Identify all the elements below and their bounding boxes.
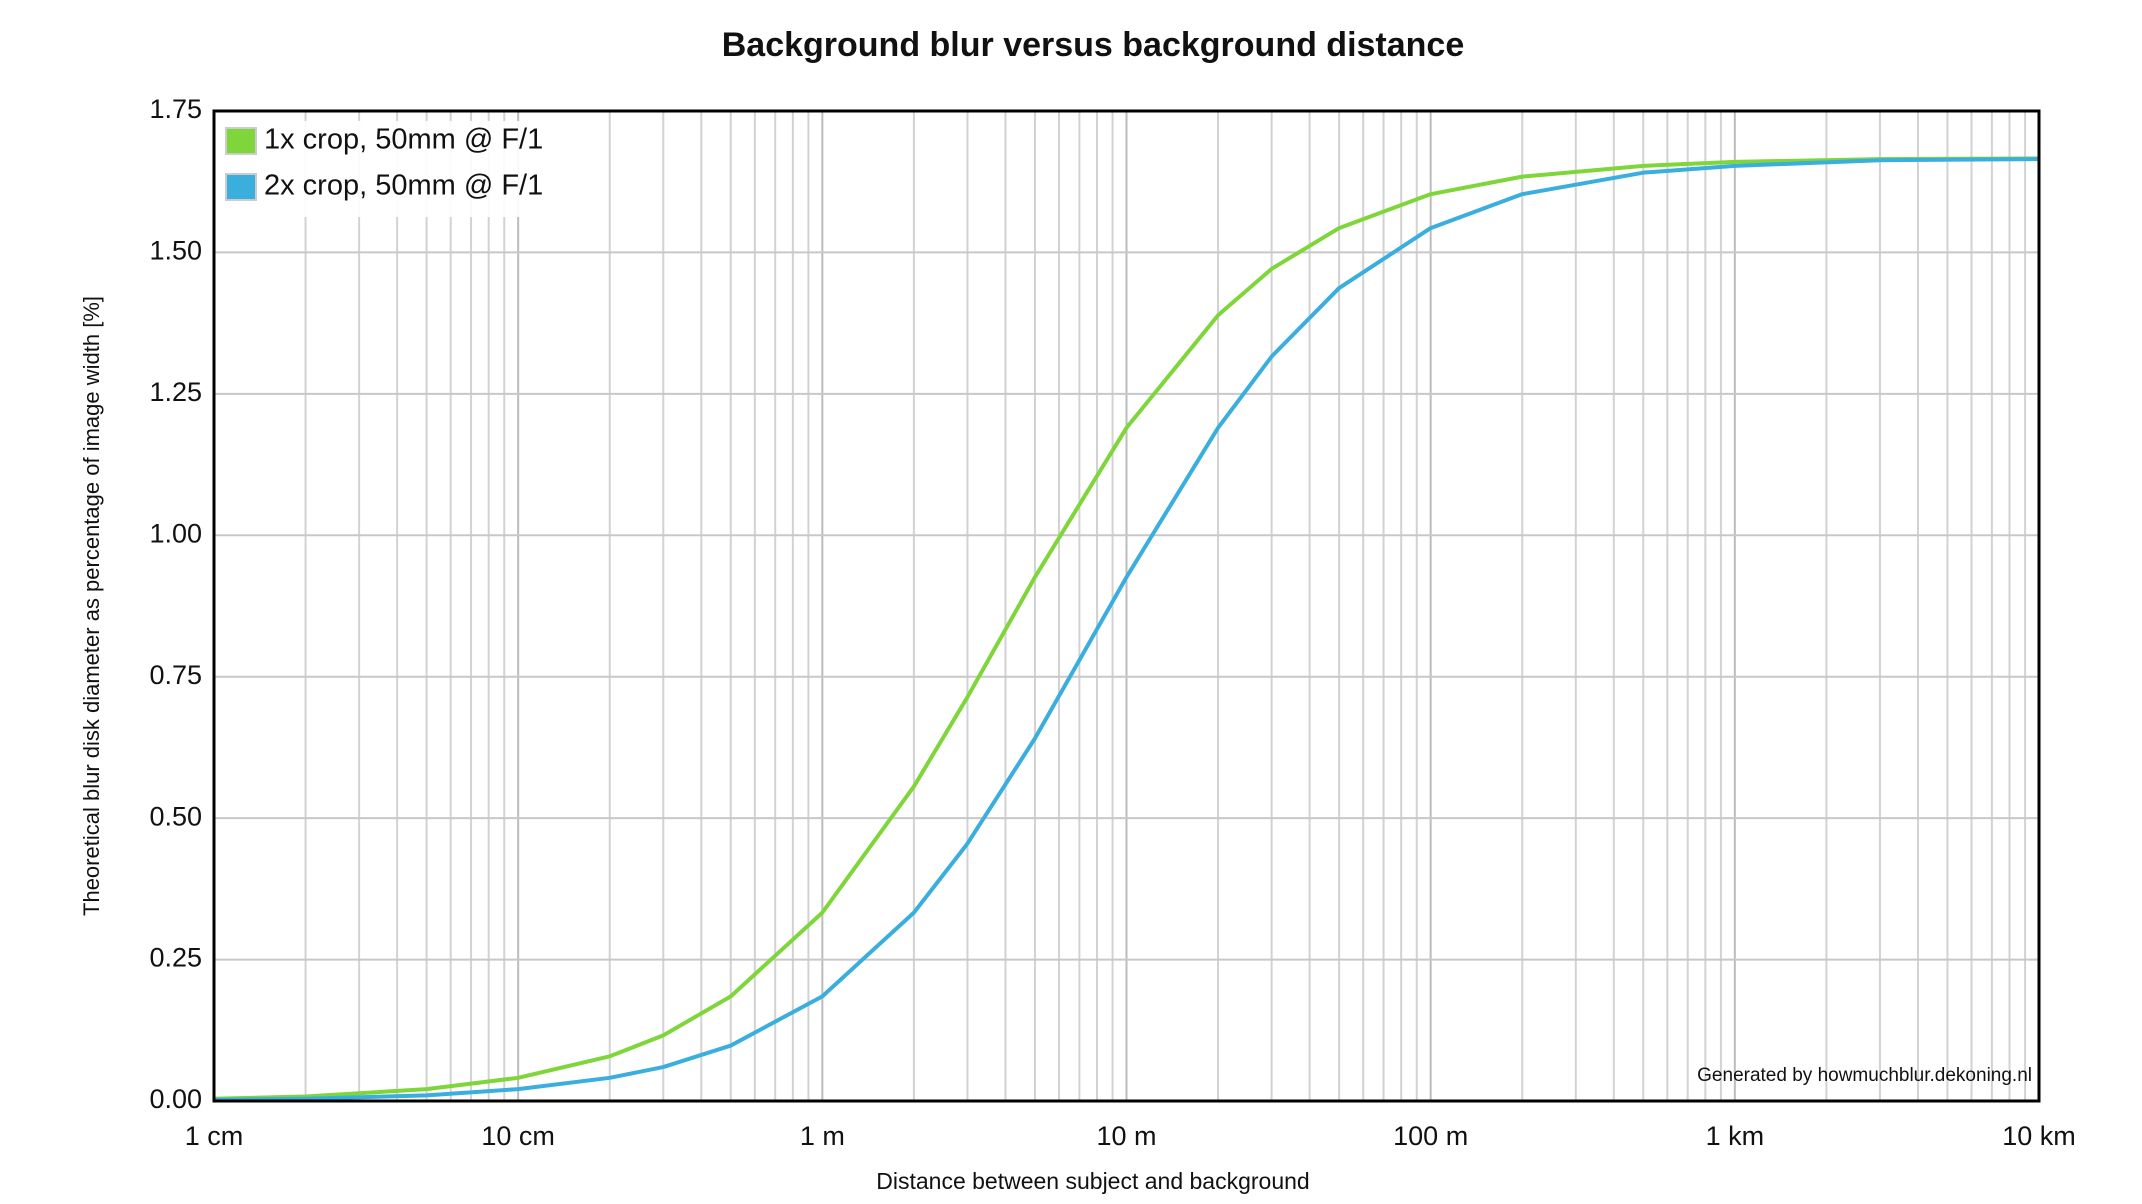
y-tick-label: 1.25 [149,377,202,407]
plot-frame [212,109,2041,1103]
grid [213,110,2040,1102]
x-tick-label: 1 km [1706,1121,1765,1151]
legend: 1x crop, 50mm @ F/1 2x crop, 50mm @ F/1 [224,121,584,217]
x-tick-label: 100 m [1393,1121,1468,1151]
y-tick-label: 0.50 [149,801,202,831]
annotation: Generated by howmuchblur.dekoning.nl [1697,1065,2032,1086]
x-axis-label: Distance between subject and background [876,1168,1309,1194]
y-tick-label: 0.25 [149,943,202,973]
x-tick-label: 10 km [2002,1121,2076,1151]
legend-label: 1x crop, 50mm @ F/1 [264,124,543,156]
legend-label: 2x crop, 50mm @ F/1 [264,170,543,202]
y-axis-label: Theoretical blur disk diameter as percen… [79,296,104,916]
x-tick-label: 1 m [800,1121,845,1151]
legend-swatch [225,127,257,155]
x-tick-label: 10 m [1096,1121,1156,1151]
legend-background [224,121,584,217]
y-tick-label: 0.75 [149,660,202,690]
x-tick-label: 1 cm [185,1121,244,1151]
y-tick-label: 0.00 [149,1084,202,1114]
y-tick-label: 1.75 [149,94,202,124]
series-line [213,156,2040,1101]
series-line [213,157,2040,1102]
y-tick-label: 1.50 [149,236,202,266]
y-tick-label: 1.00 [149,518,202,548]
lines [213,156,2040,1102]
x-tick-label: 10 cm [481,1121,555,1151]
legend-swatch [225,173,257,201]
chart-title: Background blur versus background distan… [722,26,1465,64]
